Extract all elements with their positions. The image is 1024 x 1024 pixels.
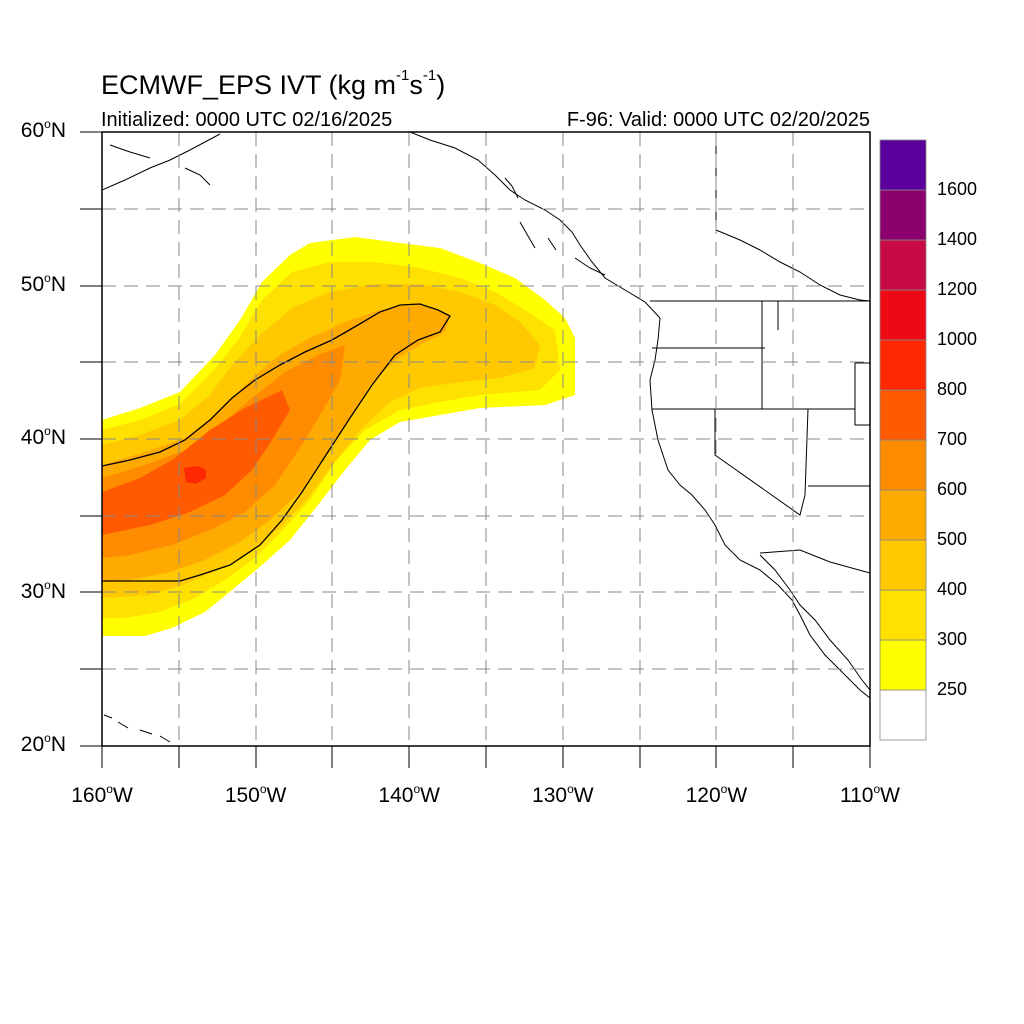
- colorbar-label-1600: 1600: [937, 179, 978, 199]
- colorbar-label-800: 800: [937, 379, 968, 399]
- aleutians-west: [102, 133, 221, 191]
- valid-time: F-96: Valid: 0000 UTC 02/20/2025: [566, 109, 870, 131]
- coastlines: [102, 132, 870, 743]
- tick-marks: [80, 131, 871, 768]
- lon-label-150w: 150oW: [224, 782, 287, 807]
- hawaii-islands: [103, 714, 171, 743]
- lon-label-130w: 130oW: [532, 782, 594, 807]
- lon-label-160w: 160oW: [71, 782, 133, 807]
- colorbar-swatch-11: [879, 139, 927, 191]
- mexico-border: [759, 549, 870, 574]
- pnw-coast: [649, 317, 870, 699]
- alaska-coast: [409, 132, 661, 319]
- colorbar-swatch-10: [879, 189, 927, 241]
- colorbar-swatch-7: [879, 339, 927, 391]
- gridlines: [102, 132, 870, 746]
- lon-label-110w: 110oW: [840, 782, 900, 807]
- colorbar-swatch-9: [879, 239, 927, 291]
- state-borders: [652, 301, 870, 516]
- lat-label-50n: 50oN: [20, 270, 66, 296]
- lon-label-120w: 120oW: [685, 782, 748, 807]
- colorbar-label-600: 600: [937, 479, 968, 499]
- colorbar-swatch-1: [879, 639, 927, 691]
- alaska-islands: [504, 177, 606, 276]
- ivt-700-band: [102, 390, 290, 535]
- colorbar-swatch-4: [879, 489, 927, 541]
- lat-label-60n: 60oN: [20, 117, 66, 142]
- colorbar-label-1400: 1400: [937, 229, 978, 249]
- colorbar-label-400: 400: [937, 579, 968, 599]
- ivt-800-cell: [184, 466, 206, 484]
- colorbar-label-250: 250: [937, 679, 968, 699]
- colorbar-label-500: 500: [937, 529, 968, 549]
- colorbar-swatch-2: [879, 589, 927, 641]
- lon-label-140w: 140oW: [378, 782, 440, 807]
- colorbar-label-1200: 1200: [937, 279, 978, 299]
- baja-coast: [759, 554, 870, 691]
- initialized-time: Initialized: 0000 UTC 02/16/2025: [101, 109, 393, 131]
- colorbar-swatch-0: [879, 689, 927, 741]
- ivt-contour-line: [102, 303, 451, 582]
- colorbar-swatch-8: [879, 289, 927, 341]
- colorbar-label-300: 300: [937, 629, 968, 649]
- lat-label-30n: 30oN: [20, 577, 66, 603]
- colorbar-label-1000: 1000: [937, 329, 978, 349]
- lat-label-40n: 40oN: [20, 424, 66, 449]
- colorbar-label-700: 700: [937, 429, 968, 449]
- lat-label-20n: 20oN: [20, 731, 66, 756]
- colorbar: [879, 139, 927, 741]
- colorbar-swatch-3: [879, 539, 927, 591]
- map-title: ECMWF_EPS IVT (kg m-1s-1): [101, 67, 446, 100]
- colorbar-swatch-6: [879, 389, 927, 441]
- colorbar-swatch-5: [879, 439, 927, 491]
